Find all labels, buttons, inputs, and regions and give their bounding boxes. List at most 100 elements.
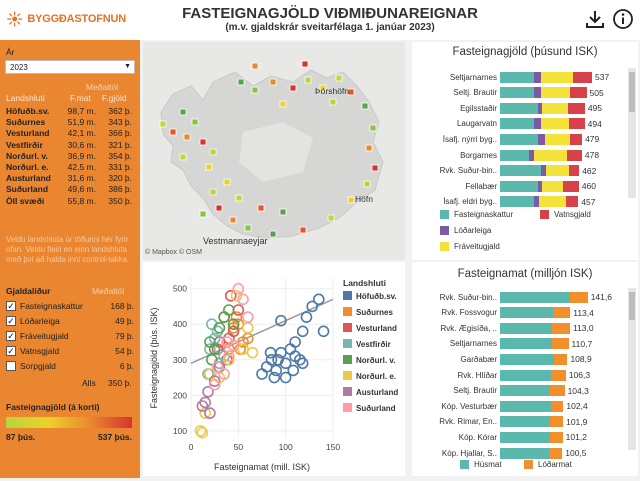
scatter-legend-label[interactable]: Höfuðb.sv.	[356, 292, 397, 301]
scatter-point[interactable]	[284, 343, 297, 355]
scatter-point[interactable]	[223, 353, 235, 366]
fee-checkbox-row[interactable]: ✓ Fasteignaskattur 168 þ.	[6, 300, 134, 312]
map-marker[interactable]	[335, 74, 343, 82]
scatter-point[interactable]	[206, 353, 218, 366]
region-row[interactable]: Austurland 31,6 m. 320 þ.	[6, 173, 134, 184]
scatter-point[interactable]	[296, 357, 309, 370]
bar-row[interactable]: Rvk. Fossvogur 113,4	[412, 306, 638, 320]
scatter-point[interactable]	[208, 343, 221, 355]
scatter-point[interactable]	[230, 311, 243, 323]
scatter-legend-label[interactable]: Vestfirðir	[356, 340, 391, 349]
fee-checkbox-row[interactable]: ✓ Lóðarleiga 49 þ.	[6, 315, 134, 327]
scatter-legend-label[interactable]: Suðurland	[356, 404, 396, 413]
map-marker[interactable]	[304, 76, 312, 84]
scatter-point[interactable]	[232, 282, 245, 295]
map-marker[interactable]	[159, 120, 167, 128]
region-row[interactable]: Vestfirðir 30,6 m. 321 þ.	[6, 140, 134, 151]
valuation-scrollbar[interactable]	[628, 288, 636, 450]
region-row[interactable]: Vesturland 42,1 m. 366 þ.	[6, 128, 134, 139]
scatter-point[interactable]	[204, 343, 216, 355]
download-icon[interactable]	[584, 8, 606, 30]
bar-row[interactable]: Rvk. Suður-bin.. 141,6	[412, 290, 638, 304]
scatter-point[interactable]	[208, 378, 221, 391]
year-select[interactable]: 2023 ▼	[5, 60, 135, 74]
scatter-point[interactable]	[264, 346, 277, 359]
map-marker[interactable]	[369, 124, 377, 132]
map-marker[interactable]	[299, 226, 307, 234]
map-marker[interactable]	[209, 188, 217, 196]
bar-row[interactable]: Seltjarnarnes 110,7	[412, 337, 638, 351]
scatter-chart[interactable]: 0 50 100 150 100 200 300 400 500 Fasteignamat (mi…	[143, 262, 405, 476]
map-marker[interactable]	[329, 98, 337, 106]
scatter-point[interactable]	[287, 364, 300, 377]
scatter-point[interactable]	[204, 407, 216, 419]
map-marker[interactable]	[169, 128, 177, 136]
scatter-point[interactable]	[230, 289, 243, 302]
bar-row[interactable]: Borgarnes 478	[412, 148, 638, 162]
scatter-point[interactable]	[218, 311, 230, 323]
scatter-point[interactable]	[313, 293, 325, 306]
map-marker[interactable]	[371, 164, 379, 172]
map-marker[interactable]	[347, 196, 355, 204]
map-marker[interactable]	[327, 214, 335, 222]
map-marker[interactable]	[191, 118, 199, 126]
map-marker[interactable]	[319, 84, 327, 92]
bar-row[interactable]: Rvk. Ægisíða, .. 113,0	[412, 321, 638, 335]
map-marker[interactable]	[244, 224, 252, 232]
checkbox[interactable]	[6, 361, 16, 371]
scatter-legend-label[interactable]: Vesturland	[356, 324, 397, 333]
scatter-point[interactable]	[300, 311, 313, 323]
scatter-point[interactable]	[260, 361, 273, 373]
scatter-point[interactable]	[275, 314, 287, 327]
region-row[interactable]: Öll svæði 55,8 m. 350 þ.	[6, 196, 134, 207]
map-marker[interactable]	[223, 178, 231, 186]
map-marker[interactable]	[361, 102, 369, 110]
scatter-point[interactable]	[272, 353, 284, 366]
fees-scrollbar[interactable]	[628, 68, 636, 198]
map-marker[interactable]	[235, 194, 243, 202]
map-marker[interactable]	[237, 78, 245, 86]
scatter-legend-label[interactable]: Norðurl. v.	[356, 356, 395, 365]
map-marker[interactable]	[199, 210, 207, 218]
scatter-point[interactable]	[213, 321, 226, 334]
scatter-point[interactable]	[194, 425, 207, 437]
checkbox[interactable]: ✓	[6, 331, 16, 341]
scatter-point[interactable]	[296, 325, 309, 338]
scatter-point[interactable]	[317, 325, 330, 338]
map-marker[interactable]	[179, 108, 187, 116]
map-marker[interactable]	[289, 84, 297, 92]
region-row[interactable]: Norðurl. e. 42,5 m. 331 þ.	[6, 162, 134, 173]
scatter-point[interactable]	[223, 350, 235, 363]
scatter-point[interactable]	[211, 361, 224, 373]
bar-row[interactable]: Egilsstaðir 495	[412, 101, 638, 115]
scatter-point[interactable]	[227, 339, 240, 352]
region-row[interactable]: Höfuðb.sv. 98,7 m. 362 þ.	[6, 106, 134, 117]
bar-row[interactable]: Fellabær 460	[412, 179, 638, 193]
scatter-point[interactable]	[270, 364, 282, 377]
scatter-point[interactable]	[246, 346, 259, 359]
map-marker[interactable]	[301, 60, 309, 68]
bar-row[interactable]: Garðabær 108,9	[412, 352, 638, 366]
map-marker[interactable]	[205, 163, 213, 171]
fee-checkbox-row[interactable]: Sorpgjald 6 þ.	[6, 360, 134, 372]
scatter-point[interactable]	[237, 293, 249, 306]
scatter-point[interactable]	[289, 336, 301, 348]
region-row[interactable]: Suðurland 49,6 m. 386 þ.	[6, 184, 134, 195]
scatter-point[interactable]	[199, 396, 212, 409]
scatter-point[interactable]	[242, 311, 254, 323]
fees-scroll-thumb[interactable]	[629, 72, 635, 112]
scatter-point[interactable]	[196, 426, 209, 439]
map-marker[interactable]	[365, 144, 373, 152]
fee-checkbox-row[interactable]: ✓ Fráveitugjald 79 þ.	[6, 330, 134, 342]
map-marker[interactable]	[229, 216, 237, 224]
map-marker[interactable]	[279, 208, 287, 216]
scatter-point[interactable]	[218, 368, 230, 380]
map-marker[interactable]	[279, 100, 287, 108]
map-marker[interactable]	[209, 148, 217, 156]
scatter-point[interactable]	[227, 318, 240, 331]
bar-row[interactable]: Laugarvatn 494	[412, 117, 638, 131]
info-icon[interactable]	[612, 8, 634, 30]
valuation-scroll-thumb[interactable]	[629, 292, 635, 320]
scatter-legend-label[interactable]: Norðurl. e.	[356, 372, 396, 381]
map-marker[interactable]	[199, 138, 207, 146]
